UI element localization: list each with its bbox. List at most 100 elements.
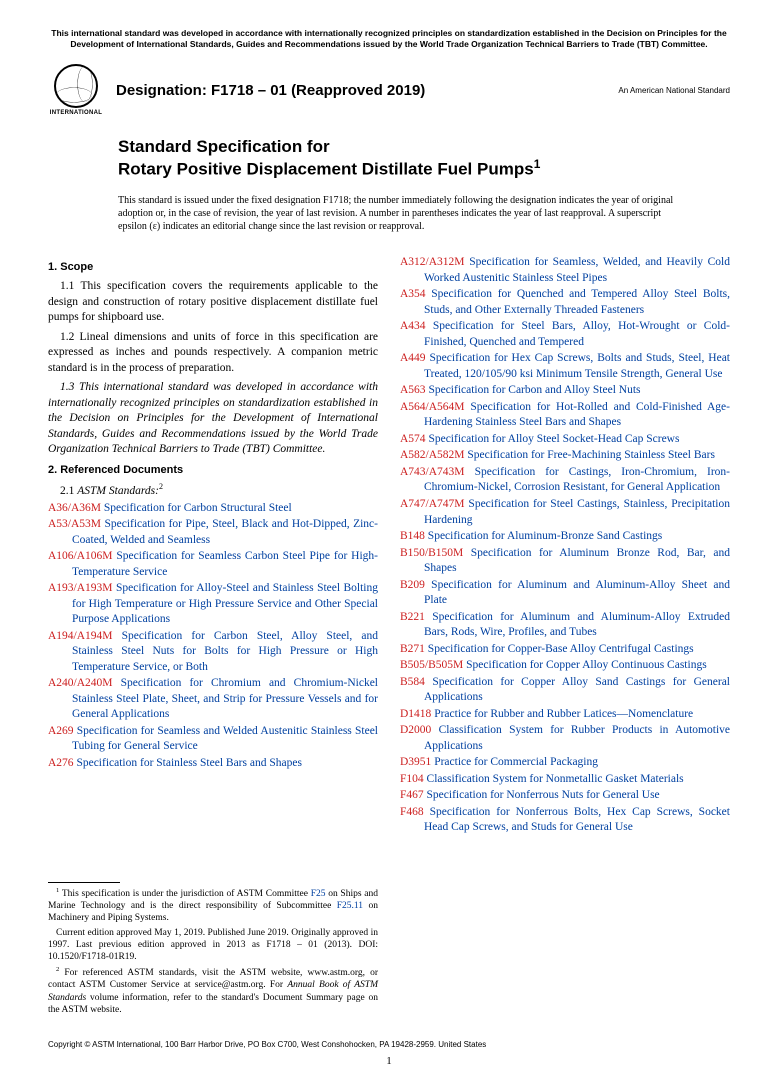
reference-text: Specification for Castings, Iron-Chromiu… <box>424 466 730 494</box>
reference-code: F468 <box>400 806 424 818</box>
reference-text: Specification for Hot-Rolled and Cold-Fi… <box>424 401 730 429</box>
title-text: Rotary Positive Displacement Distillate … <box>118 160 534 179</box>
reference-link[interactable]: A354 Specification for Quenched and Temp… <box>400 287 730 318</box>
reference-text: Specification for Nonferrous Nuts for Ge… <box>424 789 660 801</box>
reference-text: Specification for Steel Castings, Stainl… <box>424 498 730 526</box>
reference-text: Practice for Commercial Packaging <box>431 756 598 768</box>
reference-code: B209 <box>400 579 425 591</box>
reference-link[interactable]: F468 Specification for Nonferrous Bolts,… <box>400 805 730 836</box>
reference-link[interactable]: D1418 Practice for Rubber and Rubber Lat… <box>400 707 730 723</box>
reference-link[interactable]: A743/A743M Specification for Castings, I… <box>400 465 730 496</box>
reference-text: Specification for Carbon Steel, Alloy St… <box>72 630 378 673</box>
reference-code: B505/B505M <box>400 659 463 671</box>
fn1-link-f25[interactable]: F25 <box>311 889 326 899</box>
reference-code: A582/A582M <box>400 449 465 461</box>
reference-link[interactable]: A276 Specification for Stainless Steel B… <box>48 756 378 772</box>
reference-code: A193/A193M <box>48 582 113 594</box>
reference-link[interactable]: B584 Specification for Copper Alloy Sand… <box>400 675 730 706</box>
reference-code: D3951 <box>400 756 431 768</box>
refs-right: A312/A312M Specification for Seamless, W… <box>400 255 730 836</box>
designation: Designation: F1718 – 01 (Reapproved 2019… <box>116 82 618 99</box>
reference-link[interactable]: A582/A582M Specification for Free-Machin… <box>400 448 730 464</box>
reference-link[interactable]: B505/B505M Specification for Copper Allo… <box>400 658 730 674</box>
reference-link[interactable]: A574 Specification for Alloy Steel Socke… <box>400 432 730 448</box>
reference-text: Specification for Carbon and Alloy Steel… <box>426 384 641 396</box>
sub-2-1-italic: ASTM Standards: <box>77 485 159 497</box>
sub-2-1-sup: 2 <box>159 482 163 491</box>
reference-link[interactable]: B221 Specification for Aluminum and Alum… <box>400 610 730 641</box>
reference-code: B584 <box>400 676 425 688</box>
reference-link[interactable]: B150/B150M Specification for Aluminum Br… <box>400 546 730 577</box>
reference-link[interactable]: A193/A193M Specification for Alloy-Steel… <box>48 581 378 628</box>
reference-link[interactable]: F467 Specification for Nonferrous Nuts f… <box>400 788 730 804</box>
title-pre: Standard Specification for <box>118 136 730 157</box>
reference-link[interactable]: A194/A194M Specification for Carbon Stee… <box>48 629 378 676</box>
logo-text: INTERNATIONAL <box>48 110 104 116</box>
reference-link[interactable]: D3951 Practice for Commercial Packaging <box>400 755 730 771</box>
reference-link[interactable]: A106/A106M Specification for Seamless Ca… <box>48 549 378 580</box>
reference-link[interactable]: A564/A564M Specification for Hot-Rolled … <box>400 400 730 431</box>
fn1-link-f2511[interactable]: F25.11 <box>337 901 363 911</box>
top-committee-note: This international standard was develope… <box>48 28 730 50</box>
globe-icon <box>54 64 98 108</box>
reference-code: A574 <box>400 433 426 445</box>
reference-code: A563 <box>400 384 426 396</box>
footnote-1: 1 This specification is under the jurisd… <box>48 887 378 925</box>
reference-text: Specification for Pipe, Steel, Black and… <box>72 518 378 546</box>
reference-link[interactable]: A434 Specification for Steel Bars, Alloy… <box>400 319 730 350</box>
reference-code: F467 <box>400 789 424 801</box>
reference-text: Specification for Aluminum-Bronze Sand C… <box>425 530 662 542</box>
reference-text: Specification for Quenched and Tempered … <box>424 288 730 316</box>
reference-link[interactable]: F104 Classification System for Nonmetall… <box>400 772 730 788</box>
refs-left: A36/A36M Specification for Carbon Struct… <box>48 501 378 772</box>
fn1-a: This specification is under the jurisdic… <box>59 889 310 899</box>
reference-text: Specification for Aluminum and Aluminum-… <box>424 579 730 607</box>
reference-code: A53/A53M <box>48 518 101 530</box>
astm-logo: INTERNATIONAL <box>48 64 104 116</box>
title-superscript: 1 <box>534 157 541 171</box>
reference-code: A743/A743M <box>400 466 465 478</box>
sub-2-1: 2.1 ASTM Standards:2 <box>48 482 378 497</box>
reference-text: Specification for Chromium and Chromium-… <box>72 677 378 720</box>
reference-code: A312/A312M <box>400 256 465 268</box>
reference-code: A276 <box>48 757 74 769</box>
para-1-1: 1.1 This specification covers the requir… <box>48 279 378 326</box>
reference-text: Specification for Copper Alloy Sand Cast… <box>424 676 730 704</box>
page: This international standard was develope… <box>0 0 778 1087</box>
reference-text: Classification System for Rubber Product… <box>424 724 730 752</box>
reference-link[interactable]: B148 Specification for Aluminum-Bronze S… <box>400 529 730 545</box>
two-column-body: 1. Scope 1.1 This specification covers t… <box>48 255 730 1018</box>
reference-link[interactable]: A449 Specification for Hex Cap Screws, B… <box>400 351 730 382</box>
reference-link[interactable]: A563 Specification for Carbon and Alloy … <box>400 383 730 399</box>
sub-2-1-num: 2.1 <box>60 485 77 497</box>
reference-text: Practice for Rubber and Rubber Latices—N… <box>431 708 693 720</box>
section-2-head: 2. Referenced Documents <box>48 464 378 476</box>
reference-link[interactable]: A240/A240M Specification for Chromium an… <box>48 676 378 723</box>
reference-code: A747/A747M <box>400 498 465 510</box>
reference-link[interactable]: D2000 Classification System for Rubber P… <box>400 723 730 754</box>
reference-link[interactable]: A269 Specification for Seamless and Weld… <box>48 724 378 755</box>
reference-code: B221 <box>400 611 425 623</box>
reference-text: Specification for Nonferrous Bolts, Hex … <box>424 806 730 834</box>
reference-code: D2000 <box>400 724 431 736</box>
reference-link[interactable]: A36/A36M Specification for Carbon Struct… <box>48 501 378 517</box>
reference-link[interactable]: A747/A747M Specification for Steel Casti… <box>400 497 730 528</box>
reference-text: Specification for Alloy Steel Socket-Hea… <box>426 433 680 445</box>
para-1-2: 1.2 Lineal dimensions and units of force… <box>48 330 378 377</box>
reference-code: B150/B150M <box>400 547 463 559</box>
reference-text: Specification for Steel Bars, Alloy, Hot… <box>424 320 730 348</box>
reference-code: D1418 <box>400 708 431 720</box>
reference-link[interactable]: B271 Specification for Copper-Base Alloy… <box>400 642 730 658</box>
reference-text: Specification for Seamless, Welded, and … <box>424 256 730 284</box>
reference-link[interactable]: A312/A312M Specification for Seamless, W… <box>400 255 730 286</box>
reference-code: B148 <box>400 530 425 542</box>
reference-link[interactable]: B209 Specification for Aluminum and Alum… <box>400 578 730 609</box>
header-row: INTERNATIONAL Designation: F1718 – 01 (R… <box>48 64 730 116</box>
reference-text: Specification for Alloy-Steel and Stainl… <box>72 582 378 625</box>
reference-text: Classification System for Nonmetallic Ga… <box>424 773 684 785</box>
copyright-line: Copyright © ASTM International, 100 Barr… <box>48 1040 730 1049</box>
footnote-2: 2 For referenced ASTM standards, visit t… <box>48 966 378 1017</box>
title-main: Rotary Positive Displacement Distillate … <box>118 157 730 180</box>
reference-link[interactable]: A53/A53M Specification for Pipe, Steel, … <box>48 517 378 548</box>
reference-code: A269 <box>48 725 74 737</box>
